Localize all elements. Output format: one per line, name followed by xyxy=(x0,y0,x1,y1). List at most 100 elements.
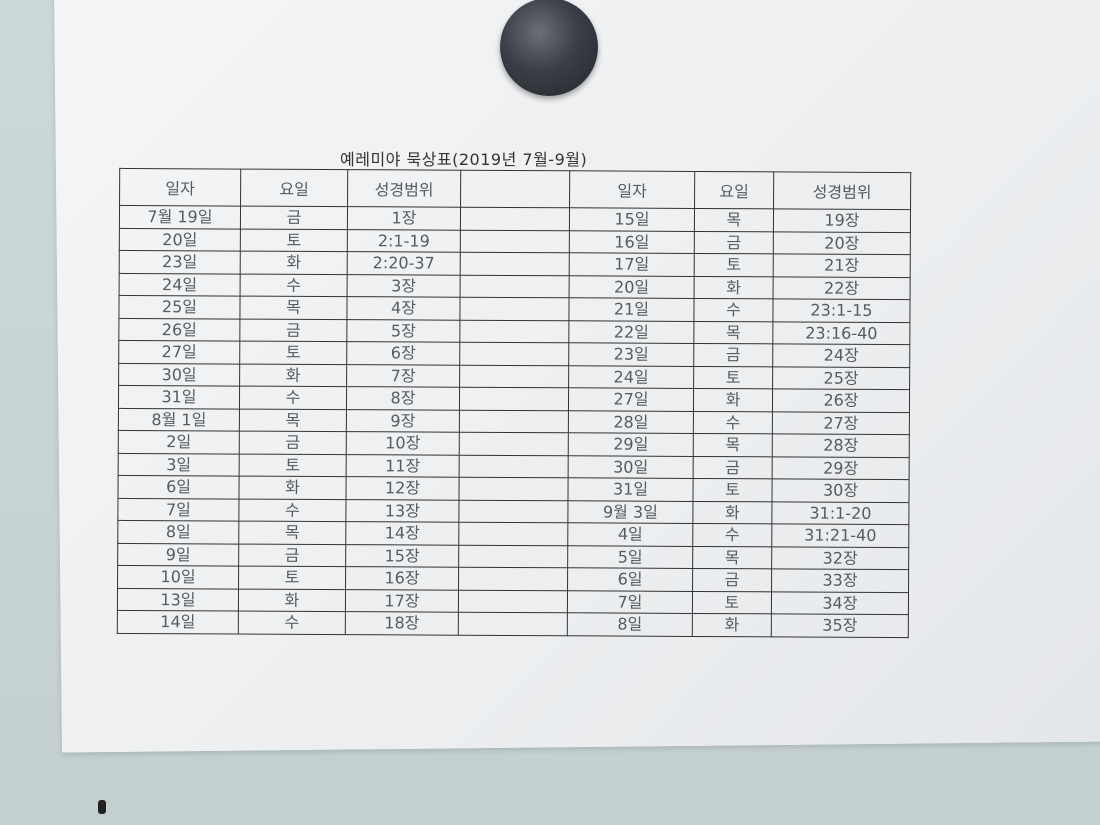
cell-bible-range: 1장 xyxy=(347,206,461,230)
cell-blank xyxy=(460,274,570,298)
cell-weekday: 수 xyxy=(238,611,346,635)
cell-blank xyxy=(458,589,568,613)
cell-date: 15일 xyxy=(569,207,695,231)
cell-date: 20일 xyxy=(119,227,241,252)
cell-weekday: 금 xyxy=(693,343,773,367)
cell-date: 8월 1일 xyxy=(118,407,240,432)
cell-weekday: 토 xyxy=(238,566,346,590)
cell-weekday: 토 xyxy=(239,341,347,365)
cell-blank xyxy=(460,252,570,276)
cell-bible-range: 5장 xyxy=(346,319,460,343)
cell-weekday: 화 xyxy=(238,476,347,500)
cell-weekday: 토 xyxy=(693,365,773,389)
cell-weekday: 목 xyxy=(238,521,346,545)
cell-bible-range: 14장 xyxy=(345,521,459,545)
cell-weekday: 화 xyxy=(694,275,774,299)
cell-weekday: 화 xyxy=(692,613,772,637)
cell-date: 9일 xyxy=(117,542,239,567)
cell-bible-range: 10장 xyxy=(346,431,460,455)
cell-bible-range: 31:1-20 xyxy=(771,501,909,525)
cell-bible-range: 2:20-37 xyxy=(347,251,461,275)
header-weekday: 요일 xyxy=(694,171,774,209)
cell-bible-range: 15장 xyxy=(345,544,459,568)
cell-bible-range: 16장 xyxy=(345,566,459,590)
cell-bible-range: 35장 xyxy=(771,613,909,638)
cell-weekday: 금 xyxy=(692,568,772,592)
document-title: 예레미야 묵상표(2019년 7월-9월) xyxy=(340,150,588,169)
cell-date: 25일 xyxy=(118,295,241,319)
cell-date: 28일 xyxy=(568,410,694,434)
cell-date: 22일 xyxy=(568,320,694,344)
reading-schedule-table: 일자 요일 성경범위 일자 요일 성경범위 7월 19일 금 1장 15일 목 19장 20일 토 2:1… xyxy=(117,168,911,638)
cell-blank xyxy=(458,567,568,591)
cell-weekday: 목 xyxy=(693,320,773,344)
cell-date: 5일 xyxy=(567,545,693,569)
cell-date: 4일 xyxy=(567,522,693,546)
cell-date: 24일 xyxy=(119,272,241,297)
cell-bible-range: 29장 xyxy=(772,456,910,480)
cell-blank xyxy=(458,499,568,523)
cell-bible-range: 21장 xyxy=(773,253,911,278)
cell-date: 9월 3일 xyxy=(567,500,693,524)
cell-date: 31일 xyxy=(567,477,694,501)
cell-bible-range: 31:21-40 xyxy=(771,523,909,548)
cell-date: 26일 xyxy=(118,317,240,342)
cell-weekday: 화 xyxy=(239,363,347,387)
cell-weekday: 금 xyxy=(694,230,774,254)
cell-bible-range: 11장 xyxy=(346,454,460,478)
cell-weekday: 수 xyxy=(238,498,346,522)
cell-bible-range: 23:16-40 xyxy=(772,321,910,345)
cell-date: 30일 xyxy=(568,455,694,479)
cell-weekday: 화 xyxy=(693,388,773,412)
cell-bible-range: 12장 xyxy=(345,476,460,500)
cell-date: 7일 xyxy=(117,497,239,522)
cell-bible-range: 27장 xyxy=(772,411,910,435)
cell-date: 2일 xyxy=(118,430,240,454)
header-bible-range: 성경범위 xyxy=(347,169,461,208)
cell-weekday: 금 xyxy=(238,543,346,567)
cell-weekday: 금 xyxy=(239,318,347,342)
cell-date: 16일 xyxy=(569,230,695,254)
cell-blank xyxy=(459,387,569,411)
cell-date: 27일 xyxy=(118,340,240,364)
cell-weekday: 목 xyxy=(694,208,774,232)
cell-bible-range: 4장 xyxy=(346,296,461,320)
header-date: 일자 xyxy=(569,170,695,209)
cell-blank xyxy=(459,297,570,321)
cell-bible-range: 26장 xyxy=(772,388,910,413)
cell-blank xyxy=(460,207,570,231)
cell-weekday: 목 xyxy=(692,545,772,569)
cell-date: 31일 xyxy=(118,385,240,409)
cell-blank xyxy=(458,477,569,501)
cell-weekday: 토 xyxy=(240,228,348,252)
cell-bible-range: 24장 xyxy=(772,343,910,368)
cell-weekday: 수 xyxy=(692,523,772,547)
cell-blank xyxy=(459,432,569,456)
cell-weekday: 수 xyxy=(239,386,347,410)
cell-weekday: 금 xyxy=(693,455,773,479)
cell-weekday: 토 xyxy=(692,478,773,502)
cell-bible-range: 6장 xyxy=(346,341,460,365)
cell-weekday: 토 xyxy=(694,253,774,277)
cell-bible-range: 23:1-15 xyxy=(772,298,911,323)
cell-bible-range: 22장 xyxy=(773,276,911,300)
cell-bible-range: 3장 xyxy=(347,274,461,298)
header-date: 일자 xyxy=(119,168,241,207)
cell-weekday: 금 xyxy=(239,431,347,455)
cell-weekday: 화 xyxy=(692,500,772,524)
cell-date: 17일 xyxy=(569,252,695,276)
cell-blank xyxy=(458,612,568,636)
cell-weekday: 금 xyxy=(240,206,348,230)
cell-weekday: 목 xyxy=(239,408,347,432)
cell-date: 21일 xyxy=(568,297,695,321)
cell-date: 29일 xyxy=(568,432,694,456)
cell-date: 6일 xyxy=(117,475,240,499)
cell-blank xyxy=(460,229,570,253)
cell-bible-range: 13장 xyxy=(345,499,459,523)
cell-weekday: 화 xyxy=(240,251,348,275)
cell-weekday: 목 xyxy=(693,433,773,457)
cell-date: 7월 19일 xyxy=(119,205,241,229)
wall-mark xyxy=(98,800,106,814)
cell-weekday: 수 xyxy=(693,298,774,322)
table-row: 14일 수 18장 8일 화 35장 xyxy=(117,610,909,638)
